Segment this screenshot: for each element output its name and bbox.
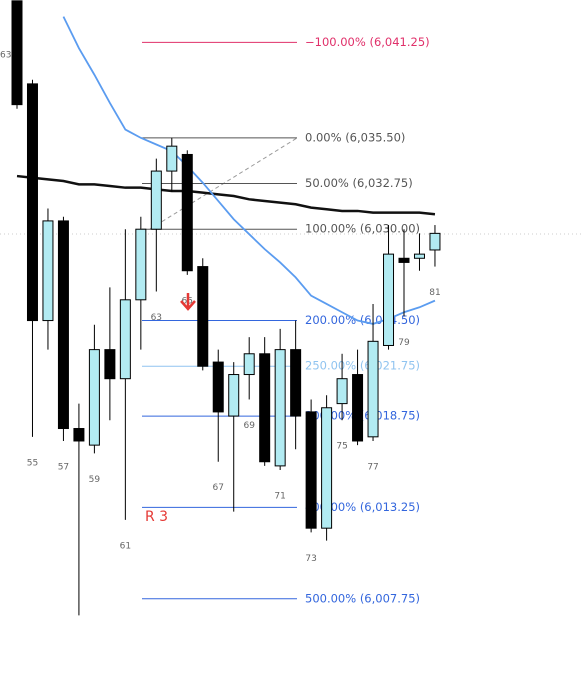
candle-body (321, 407, 333, 529)
bar-count: 55 (27, 458, 38, 468)
bar-count: 57 (58, 462, 69, 472)
candle-body (104, 349, 116, 380)
fib-label: 500.00% (6,007.75) (305, 591, 420, 605)
candle-body (88, 349, 100, 446)
bar-count: 61 (120, 541, 131, 551)
bar-count: 59 (89, 475, 101, 485)
candle-body (259, 353, 271, 463)
bar-count: 71 (274, 492, 285, 502)
bar-count: 67 (213, 483, 224, 493)
moving-average-line (16, 174, 436, 216)
moving-averages (16, 16, 436, 325)
corner-count: 63 (0, 51, 11, 61)
candle-body (429, 232, 441, 251)
candle-body (383, 253, 395, 346)
candle-body (413, 253, 425, 259)
zone-label: R 3 (145, 509, 168, 525)
candle-body (228, 374, 240, 417)
signal-arrow (180, 293, 196, 311)
candle-body (166, 145, 178, 172)
candle-body (290, 349, 302, 417)
candle-body (119, 299, 131, 380)
candle-body (73, 428, 85, 442)
bar-count: 81 (429, 288, 440, 298)
moving-average-line (62, 16, 436, 325)
candle-body (135, 228, 147, 301)
candle-body (181, 153, 193, 272)
bar-count: 63 (151, 313, 162, 323)
bar-count: 77 (367, 462, 378, 472)
bar-count: 79 (398, 338, 410, 348)
fib-label: 0.00% (6,035.50) (305, 130, 405, 144)
candle-body (150, 170, 162, 230)
candle-body (243, 353, 255, 376)
candle-body (212, 361, 224, 413)
fib-label: −100.00% (6,041.25) (305, 35, 430, 49)
bar-count: 73 (305, 554, 316, 564)
candle-body (26, 83, 38, 322)
fib-label: 200.00% (6,024.50) (305, 313, 420, 327)
bar-count: 75 (336, 442, 347, 452)
candle-body (57, 220, 69, 430)
candle-body (42, 220, 54, 322)
candle-body (305, 411, 317, 529)
candle-body (352, 374, 364, 442)
fib-label: 50.00% (6,032.75) (305, 176, 413, 190)
bar-count: 69 (243, 421, 255, 431)
fib-label: 250.00% (6,021.75) (305, 359, 420, 373)
candle-body (336, 378, 348, 405)
candle-body (367, 340, 379, 438)
candle-body (197, 266, 209, 367)
fib-label: 100.00% (6,030.00) (305, 222, 420, 236)
candle-body (11, 0, 23, 106)
candle-body (274, 349, 286, 467)
fib-label: 400.00% (6,013.25) (305, 500, 420, 514)
candle-body (398, 257, 410, 263)
